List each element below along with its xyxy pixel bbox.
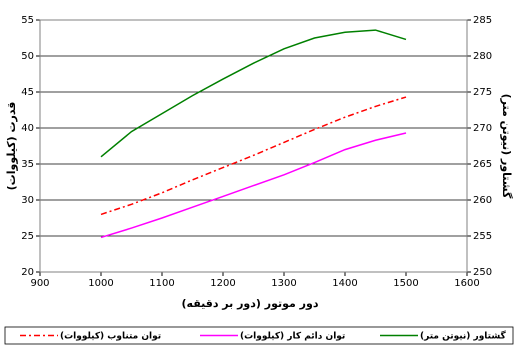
x-tick-label: 1300 (271, 278, 296, 289)
series-line (100, 29, 407, 158)
y2-tick-label: 255 (473, 231, 492, 242)
y-tick-label: 25 (21, 231, 34, 242)
legend-box (4, 326, 514, 345)
legend-label: گشتاور (نیوتن متر) (420, 330, 506, 342)
y2-tick-label: 280 (473, 51, 492, 62)
y2-tick-label: 275 (473, 87, 492, 98)
y-axis-label: قدرت (کیلووات) (5, 102, 18, 191)
legend-label: توان متناوب (کیلووات) (60, 332, 161, 342)
y2-axis-label: گشتاور (نیوتن متر) (500, 94, 513, 199)
x-tick-label: 1100 (149, 278, 174, 289)
y-tick-label: 55 (21, 15, 34, 26)
y2-tick-label: 260 (473, 195, 492, 206)
y-tick-label: 30 (21, 195, 34, 206)
y-tick-label: 20 (21, 267, 34, 278)
y-tick-label: 45 (21, 87, 34, 98)
x-tick-label: 1000 (88, 278, 113, 289)
y-tick-label: 35 (21, 159, 34, 170)
x-axis-label: دور موتور (دور بر دقیقه) (182, 297, 319, 310)
plot-area (39, 19, 468, 273)
x-tick-label: 1200 (210, 278, 235, 289)
x-tick-label: 1500 (393, 278, 418, 289)
series-line (100, 132, 407, 239)
x-tick-label: 1600 (454, 278, 479, 289)
series-line (100, 96, 407, 216)
y2-tick-label: 285 (473, 15, 492, 26)
y2-tick-label: 265 (473, 159, 492, 170)
x-tick-label: 900 (30, 278, 49, 289)
x-tick-label: 1400 (332, 278, 357, 289)
y2-tick-label: 270 (473, 123, 492, 134)
legend-label: توان دائم کار (کیلووات) (240, 332, 345, 342)
y-tick-label: 50 (21, 51, 34, 62)
y2-tick-label: 250 (473, 267, 492, 278)
y-tick-label: 40 (21, 123, 34, 134)
